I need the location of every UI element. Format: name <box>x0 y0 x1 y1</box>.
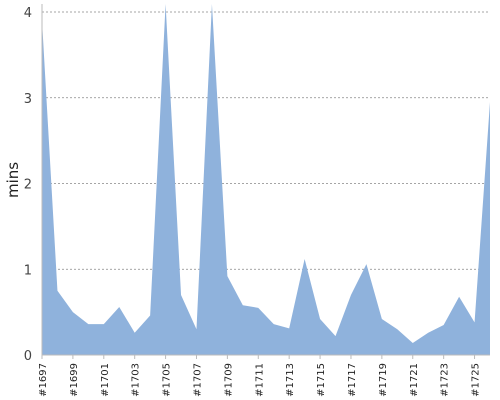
plot-area <box>42 4 490 355</box>
x-tick-labels: #1697 #1699 #1701 #1703 #1705 #1707 #1709 #1711… <box>38 355 482 397</box>
y-tick-labels: 0 1 2 3 4 <box>24 6 32 364</box>
grid-lines <box>42 11 490 270</box>
x-tick-label-1723: #1723 <box>440 363 451 397</box>
x-tick-label-1719: #1719 <box>378 363 389 397</box>
area-series <box>42 4 490 355</box>
x-tick-label-1707: #1707 <box>192 363 203 397</box>
x-tick-label-1715: #1715 <box>316 363 327 397</box>
y-tick-label-2: 2 <box>24 178 32 193</box>
x-tick-label-1713: #1713 <box>285 363 296 397</box>
x-tick-label-1717: #1717 <box>347 363 358 397</box>
y-tick-label-1: 1 <box>24 263 32 278</box>
x-tick-label-1697: #1697 <box>38 363 49 397</box>
x-tick-label-1701: #1701 <box>100 363 111 397</box>
axes <box>41 4 490 356</box>
x-tick-label-1721: #1721 <box>409 363 420 397</box>
x-tick-label-1711: #1711 <box>254 363 265 397</box>
y-tick-label-4: 4 <box>24 6 32 21</box>
y-tick-label-0: 0 <box>24 349 32 364</box>
y-tick-label-3: 3 <box>24 92 32 107</box>
x-tick-label-1699: #1699 <box>69 363 80 397</box>
x-tick-label-1725: #1725 <box>471 363 482 397</box>
x-tick-label-1705: #1705 <box>162 363 173 397</box>
x-tick-label-1703: #1703 <box>131 363 142 397</box>
x-tick-label-1709: #1709 <box>223 363 234 397</box>
y-axis-label: mins <box>4 162 22 198</box>
